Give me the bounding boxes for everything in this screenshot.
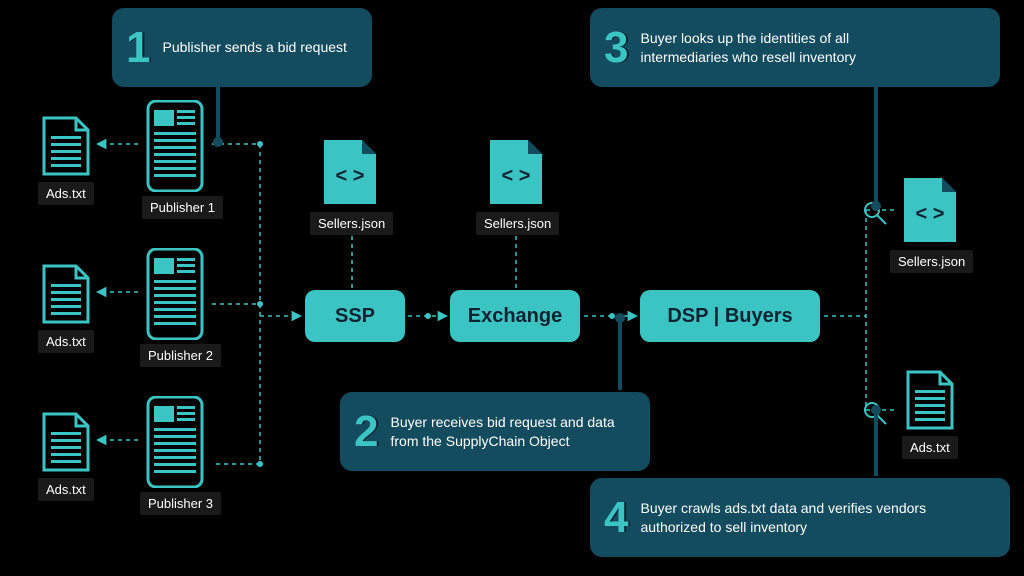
callout-1: 1 Publisher sends a bid request: [112, 8, 372, 87]
dsp-ads-txt-label: Ads.txt: [902, 436, 958, 459]
svg-text:< >: < >: [916, 203, 945, 225]
publisher-2-label: Publisher 2: [140, 344, 221, 367]
node-exchange: Exchange: [450, 290, 580, 342]
ads-txt-1-label: Ads.txt: [38, 182, 94, 205]
svg-text:< >: < >: [336, 165, 365, 187]
callout-3-num: 3: [604, 18, 628, 77]
sellers-json-exchange-label: Sellers.json: [476, 212, 559, 235]
callout-3-text: Buyer looks up the identities of all int…: [640, 29, 940, 67]
publisher-3: [142, 396, 208, 493]
node-dsp: DSP | Buyers: [640, 290, 820, 342]
callout-2: 2 Buyer receives bid request and data fr…: [340, 392, 650, 471]
callout-4-text: Buyer crawls ads.txt data and verifies v…: [640, 499, 940, 537]
callout-1-text: Publisher sends a bid request: [162, 38, 346, 57]
callout-4: 4 Buyer crawls ads.txt data and verifies…: [590, 478, 1010, 557]
callout-2-num: 2: [354, 402, 378, 461]
dsp-sellers-json-label: Sellers.json: [890, 250, 973, 273]
publisher-1-label: Publisher 1: [142, 196, 223, 219]
publisher-1: [142, 100, 208, 197]
ads-txt-1: [40, 116, 92, 183]
callout-4-num: 4: [604, 488, 628, 547]
node-ssp: SSP: [305, 290, 405, 342]
ads-txt-3: [40, 412, 92, 479]
sellers-json-ssp-label: Sellers.json: [310, 212, 393, 235]
ads-txt-3-label: Ads.txt: [38, 478, 94, 501]
publisher-2: [142, 248, 208, 345]
publisher-3-label: Publisher 3: [140, 492, 221, 515]
callout-1-num: 1: [126, 18, 150, 77]
sellers-json-ssp: < >: [320, 138, 380, 213]
callout-2-text: Buyer receives bid request and data from…: [390, 413, 636, 451]
ads-txt-2-label: Ads.txt: [38, 330, 94, 353]
dsp-sellers-json: < >: [900, 176, 960, 251]
ads-txt-2: [40, 264, 92, 331]
callout-3: 3 Buyer looks up the identities of all i…: [590, 8, 1000, 87]
sellers-json-exchange: < >: [486, 138, 546, 213]
dsp-ads-txt: [904, 370, 956, 437]
svg-text:< >: < >: [502, 165, 531, 187]
